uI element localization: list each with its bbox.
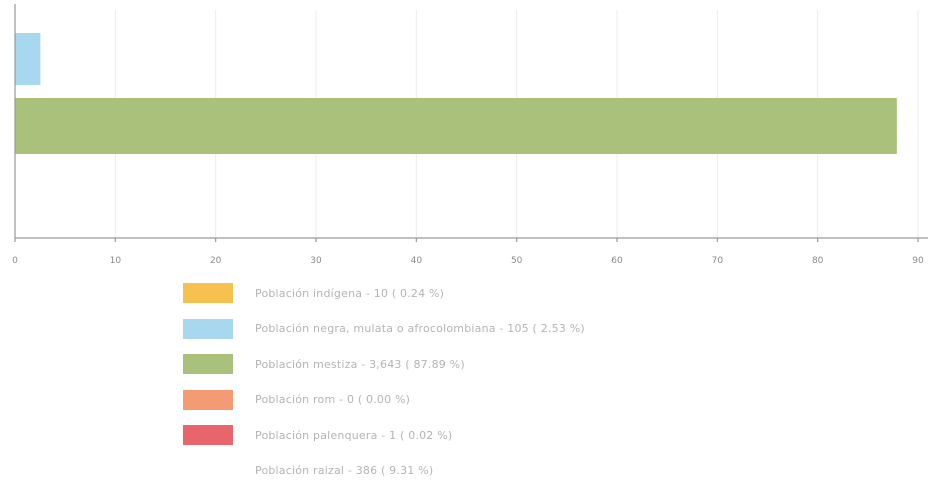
legend-item[interactable]: Población mestiza - 3,643 ( 87.89 %): [183, 354, 585, 374]
axes: [14, 4, 928, 242]
x-tick-labels: 0 10 20 30 40 50 60 70 80 90: [12, 256, 924, 266]
legend-item[interactable]: Población rom - 0 ( 0.00 %): [183, 389, 585, 410]
legend-item[interactable]: Población raizal - 386 ( 9.31 %): [183, 460, 585, 481]
legend-swatch: [183, 354, 233, 374]
x-tick-label: 20: [210, 256, 222, 266]
x-tick-label: 80: [812, 256, 824, 266]
x-tick-label: 0: [12, 256, 18, 266]
x-tick-label: 50: [511, 256, 523, 266]
legend-item[interactable]: Población palenquera - 1 ( 0.02 %): [183, 425, 585, 445]
legend-swatch: [183, 283, 233, 303]
legend-swatch: [183, 460, 233, 481]
x-tick-label: 40: [411, 256, 423, 266]
bar[interactable]: [15, 98, 897, 154]
legend-label: Población negra, mulata o afrocolombiana…: [255, 322, 585, 335]
x-tick-label: 70: [712, 256, 724, 266]
legend-item[interactable]: Población negra, mulata o afrocolombiana…: [183, 318, 585, 339]
x-tick-label: 90: [912, 256, 924, 266]
legend-label: Población palenquera - 1 ( 0.02 %): [255, 428, 453, 442]
legend-label: Población raizal - 386 ( 9.31 %): [255, 464, 434, 477]
legend-swatch: [183, 318, 233, 339]
x-tick-label: 60: [611, 256, 623, 266]
legend-label: Población mestiza - 3,643 ( 87.89 %): [255, 357, 465, 371]
legend-item[interactable]: Población indígena - 10 ( 0.24 %): [183, 283, 585, 303]
legend-swatch: [183, 389, 233, 410]
bar[interactable]: [15, 33, 41, 85]
legend-swatch: [183, 425, 233, 445]
x-tick-label: 10: [110, 256, 122, 266]
bars: [15, 33, 897, 154]
legend-label: Población rom - 0 ( 0.00 %): [255, 393, 411, 406]
x-tick-label: 30: [310, 256, 322, 266]
legend-label: Población indígena - 10 ( 0.24 %): [255, 286, 445, 300]
legend: Población indígena - 10 ( 0.24 %) Poblac…: [183, 283, 585, 481]
